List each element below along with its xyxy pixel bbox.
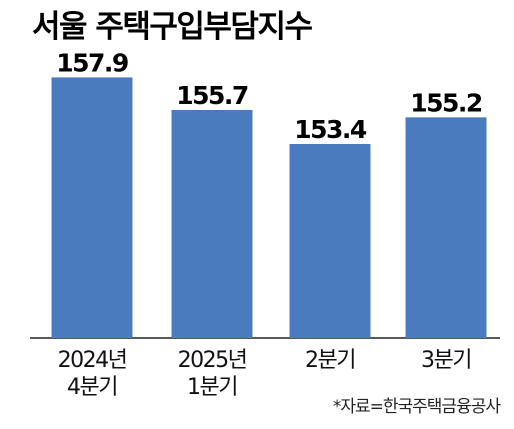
category-label-1-0: 2025년: [178, 348, 247, 373]
category-label-1-1: 1분기: [187, 375, 237, 400]
value-label-3: 155.2: [410, 88, 482, 117]
source-note: *자료=한국주택금융공사: [332, 397, 501, 417]
category-label-0-1: 4분기: [67, 375, 117, 400]
bar-1: [171, 109, 253, 339]
value-label-1: 155.7: [176, 81, 248, 110]
bar-2: [289, 144, 371, 338]
bar-3: [405, 117, 487, 338]
value-label-2: 153.4: [294, 115, 367, 144]
bar-0: [51, 77, 133, 339]
chart-title: 서울 주택구입부담지수: [32, 9, 313, 45]
value-label-0: 157.9: [56, 48, 128, 77]
category-label-3-0: 3분기: [421, 348, 471, 373]
category-label-2-0: 2분기: [305, 348, 355, 373]
category-label-0-0: 2024년: [58, 348, 127, 373]
